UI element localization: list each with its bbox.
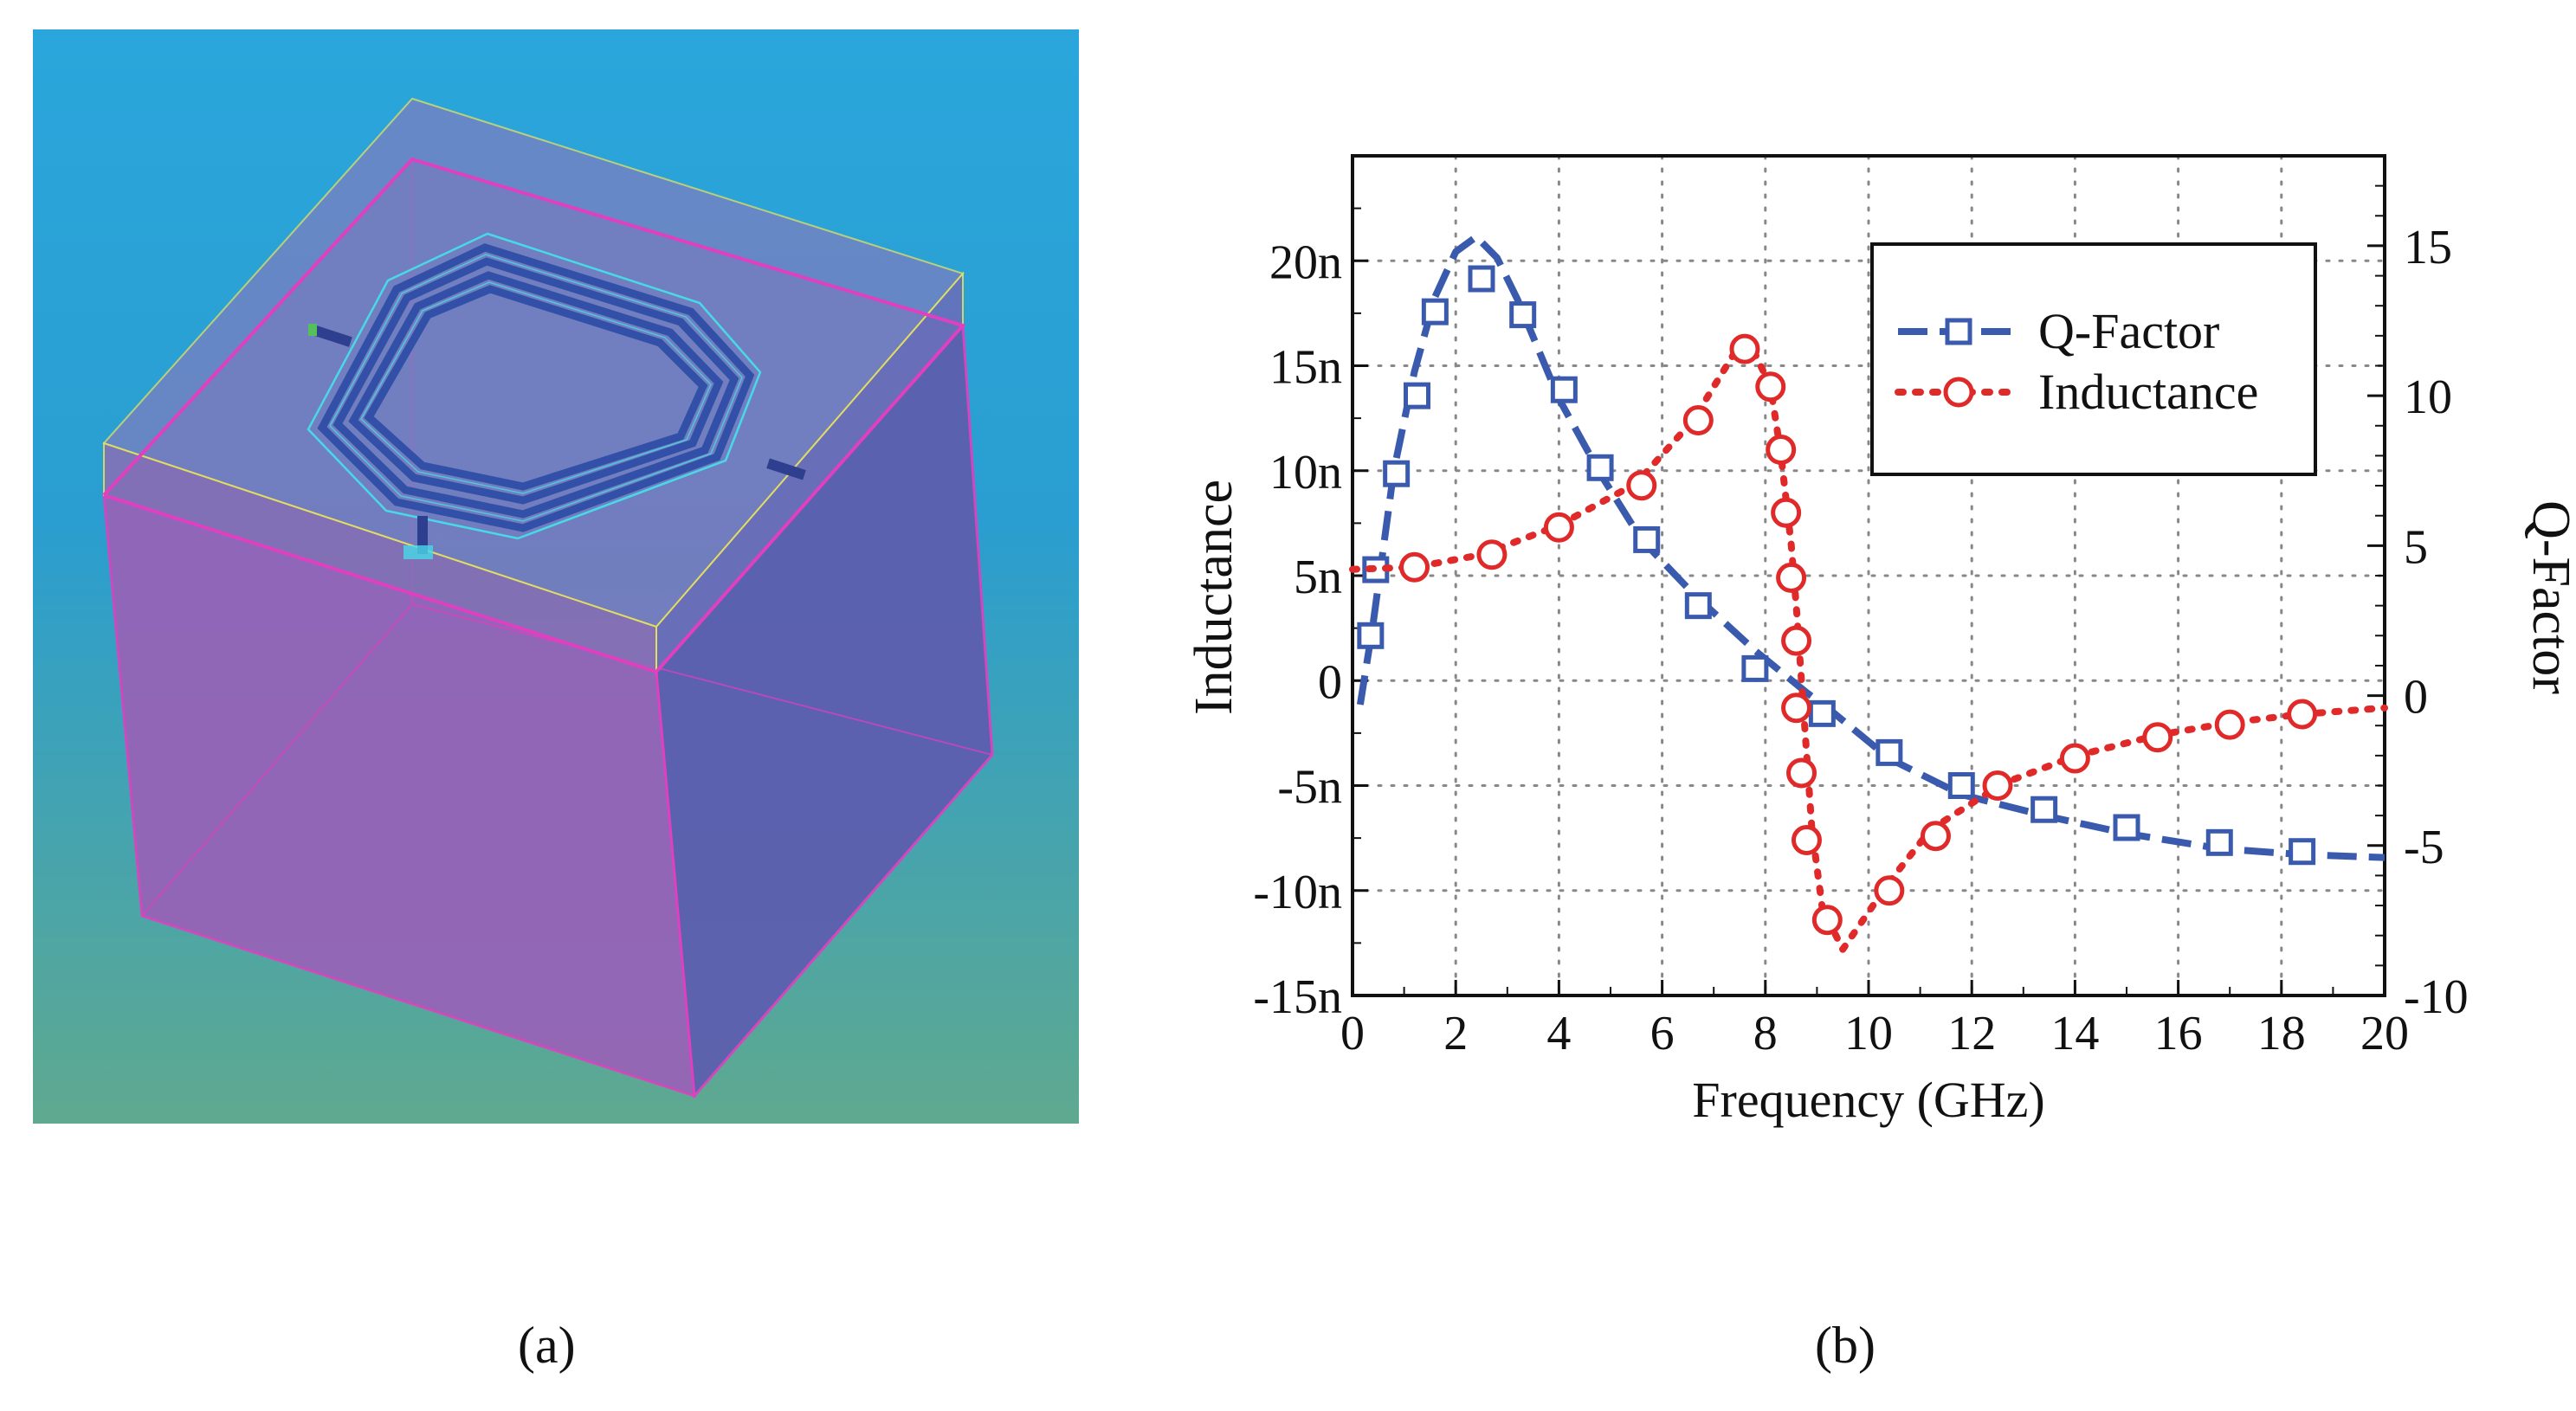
spiral-coil-highlight — [329, 254, 743, 522]
x-tick-label: 4 — [1546, 1007, 1571, 1060]
legend-qfactor-marker — [1945, 318, 1972, 345]
port-left — [311, 325, 352, 347]
x-tick-label: 10 — [1844, 1007, 1893, 1060]
x-tick-label: 16 — [2154, 1007, 2203, 1060]
y-left-tick-label: 5n — [1294, 551, 1342, 604]
y-axis-right-label: Q-Factor — [2521, 500, 2576, 694]
x-tick-label: 8 — [1753, 1007, 1778, 1060]
substrate-top-edge — [102, 157, 966, 674]
inductance-marker — [1755, 371, 1786, 403]
q-factor-marker — [1404, 382, 1430, 409]
port-right — [766, 458, 806, 480]
q-factor-marker — [1383, 460, 1411, 487]
q-factor-marker — [2030, 796, 2058, 823]
y-left-tick-label: -15n — [1253, 970, 1342, 1024]
inductance-marker — [1811, 905, 1843, 936]
y-right-tick-label: 5 — [2404, 520, 2428, 574]
y-axis-left-label: Inductance — [1185, 480, 1243, 715]
inductance-marker — [1781, 693, 1812, 724]
inductance-marker — [2214, 709, 2245, 740]
y-left-tick-label: 15n — [1269, 341, 1342, 395]
inductance-marker — [1626, 470, 1657, 501]
x-tick-label: 0 — [1340, 1007, 1365, 1060]
x-axis-label: Frequency (GHz) — [1692, 1072, 2044, 1128]
port-left-tip — [308, 324, 317, 336]
q-factor-marker — [1586, 454, 1614, 481]
inductance-marker — [1771, 497, 1802, 528]
caption-a: (a) — [518, 1317, 576, 1374]
q-factor-marker — [1633, 525, 1661, 553]
x-tick-label: 18 — [2257, 1007, 2306, 1060]
legend-qfactor-label: Q-Factor — [2038, 303, 2219, 359]
y-left-tick-label: -5n — [1277, 761, 1342, 815]
y-right-tick-label: -5 — [2404, 821, 2444, 874]
substrate-inner-edge — [411, 603, 993, 756]
q-factor-marker — [1357, 622, 1385, 649]
q-factor-marker — [2289, 838, 2316, 866]
inductance-marker — [1776, 562, 1807, 593]
x-tick-label: 6 — [1650, 1007, 1675, 1060]
q-factor-marker — [1741, 654, 1769, 682]
inductance-marker — [1920, 821, 1951, 852]
q-factor-marker — [1421, 298, 1449, 325]
inductance-marker — [1781, 625, 1812, 656]
y-right-tick-label: 0 — [2404, 671, 2428, 725]
ground-ring — [307, 232, 762, 540]
q-factor-marker — [2205, 828, 2233, 856]
y-right-tick-label: 10 — [2404, 370, 2452, 424]
q-factor-marker — [1468, 265, 1495, 293]
y-right-tick-label: -10 — [2404, 970, 2469, 1024]
q-factor-marker — [1876, 738, 1903, 766]
inductance-marker — [1791, 825, 1822, 856]
y-right-tick-label: 15 — [2404, 221, 2452, 274]
inductance-marker — [1982, 770, 2013, 801]
caption-b: (b) — [1815, 1317, 1876, 1374]
q-factor-marker — [1947, 772, 1975, 799]
x-tick-label: 12 — [1947, 1007, 1996, 1060]
q-factor-marker — [1509, 301, 1537, 329]
x-tick-label: 20 — [2360, 1007, 2409, 1060]
q-factor-marker — [1550, 376, 1578, 403]
x-tick-label: 14 — [2050, 1007, 2099, 1060]
y-left-tick-label: 0 — [1318, 655, 1342, 709]
inductance-marker — [2142, 722, 2173, 753]
inductance-marker — [1786, 757, 1817, 789]
q-factor-marker — [2113, 814, 2140, 841]
inductance-marker — [1476, 539, 1508, 570]
port-bottom — [417, 516, 428, 554]
port-bottom-tip — [404, 545, 433, 559]
y-left-tick-label: 10n — [1269, 446, 1342, 499]
q-factor-marker — [1808, 699, 1836, 727]
inductance-marker — [1874, 875, 1905, 906]
inductance-marker — [1729, 333, 1760, 364]
legend-inductance-marker — [1943, 377, 1974, 408]
x-tick-label: 2 — [1443, 1007, 1468, 1060]
q-factor-marker — [1684, 592, 1712, 620]
legend-inductance-label: Inductance — [2038, 364, 2258, 420]
inductance-marker — [2059, 743, 2090, 774]
inductance-marker — [1399, 551, 1430, 583]
inductance-marker — [1766, 435, 1797, 465]
legend: Q-Factor Inductance — [1870, 242, 2317, 476]
inductance-marker — [1682, 405, 1714, 436]
inductance-marker — [2287, 699, 2318, 730]
y-left-tick-label: -10n — [1253, 866, 1342, 919]
y-left-tick-label: 20n — [1269, 235, 1342, 289]
inductor-3d-render — [33, 29, 1079, 1124]
inductance-marker — [1543, 512, 1574, 543]
spiral-coil — [317, 243, 755, 532]
legend-box — [1870, 242, 2317, 476]
